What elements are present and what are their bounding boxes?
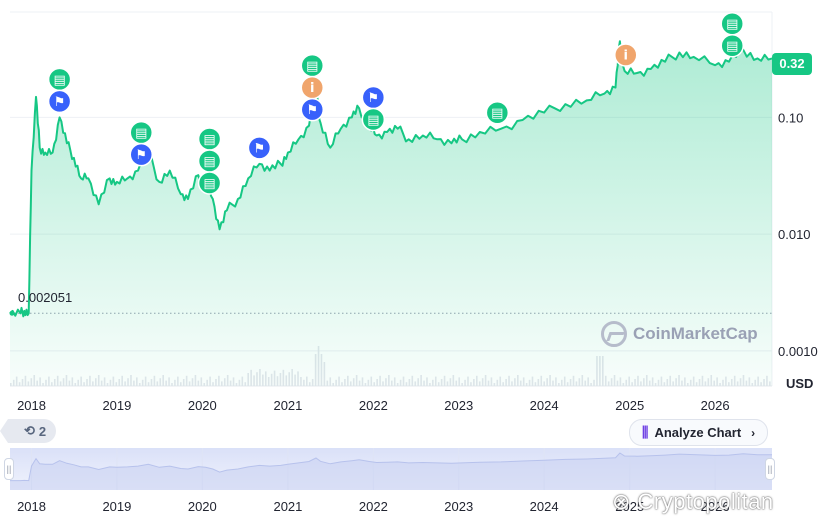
flag-event-icon [247,136,272,160]
navigator-left-handle[interactable]: || [4,458,14,480]
doc-event-glyph: ▤ [726,17,738,32]
doc-event-glyph: ▤ [726,39,738,54]
info-event-glyph: i [624,48,628,63]
current-price-label: 0.32 [772,53,812,75]
x-tick-label: 2025 [615,398,644,413]
navigator-tick-label: 2026 [701,499,730,514]
info-event-icon [614,43,638,67]
doc-event-glyph: ▤ [135,126,147,141]
doc-event-icon [361,107,386,132]
doc-event-glyph: ▤ [203,133,215,148]
flag-event-glyph: ⚑ [306,103,318,118]
watermark: CoinMarketCap [601,321,758,347]
flag-event-glyph: ⚑ [135,148,147,163]
flag-event-icon [300,97,325,122]
navigator-tick-label: 2023 [444,499,473,514]
price-area-fill [10,41,772,386]
range-navigator[interactable] [10,448,772,490]
info-event-glyph: i [310,81,314,96]
history-icon: ⟲ [24,423,35,438]
navigator-ticks: 2018 2019 2020 2021 2022 2023 2024 2025 2026 [17,499,730,514]
y-tick-label: 0.0010 [778,344,818,359]
history-button[interactable]: ⟲ 2 [0,419,57,443]
x-tick-label: 2020 [188,398,217,413]
navigator-area [10,453,772,490]
doc-event-icon [485,100,510,125]
analyze-chart-label: Analyze Chart [654,425,742,440]
flag-event-glyph: ⚑ [254,141,266,156]
navigator-tick-label: 2022 [359,499,388,514]
navigator-tick-label: 2018 [17,499,46,514]
navigator-tick-label: 2020 [188,499,217,514]
currency-label: USD [786,376,814,391]
navigator-tick-label: 2024 [530,499,559,514]
flag-event-glyph: ⚑ [54,95,66,110]
start-point [9,310,15,316]
credit-watermark: ⊗ Cryptopolitan [612,489,774,514]
watermark-text: CoinMarketCap [633,324,758,343]
y-tick-label: 0.10 [778,110,803,125]
flag-event-glyph: ⚑ [368,91,380,106]
navigator-tick-label: 2021 [273,499,302,514]
doc-event-glyph: ▤ [491,106,503,121]
x-tick-label: 2021 [273,398,302,413]
x-tick-label: 2026 [701,398,730,413]
x-axis-ticks: 2018 2019 2020 2021 2022 2023 2024 2025 2026 [17,398,730,413]
flag-event-icon [129,142,154,167]
chevron-right-icon: › [751,425,756,440]
coinmarketcap-logo-icon [601,321,627,347]
history-count: 2 [38,423,47,439]
price-line-path [9,40,773,318]
start-price-label: 0.002051 [18,290,73,305]
event-markers: ▤ ⚑ ▤ ⚑ ▤ ▤ ▤ ⚑ ▤ i ⚑ ⚑ ▤ ▤ i ▤ ▤ [47,11,744,195]
x-tick-label: 2019 [102,398,131,413]
price-line [9,40,773,318]
price-area [10,41,772,386]
doc-event-glyph: ▤ [203,155,215,170]
doc-event-glyph: ▤ [306,59,318,74]
navigator-line [10,452,772,482]
doc-event-icon [197,171,222,195]
doc-event-icon [720,33,744,58]
y-tick-label: 0.010 [778,227,811,242]
y-axis-ticks: 0.10 0.010 0.0010 [778,110,818,358]
candlestick-icon: ⫼ [642,424,649,440]
x-tick-label: 2023 [444,398,473,413]
navigator-right-handle[interactable]: || [765,458,775,480]
doc-event-glyph: ▤ [203,177,215,192]
x-tick-label: 2024 [530,398,559,413]
doc-event-glyph: ▤ [367,113,379,128]
doc-event-glyph: ▤ [53,73,65,88]
navigator-tick-label: 2019 [102,499,131,514]
x-tick-label: 2018 [17,398,46,413]
analyze-chart-button[interactable]: ⫼ Analyze Chart › [629,419,769,446]
navigator-tick-label: 2025 [615,499,644,514]
x-tick-label: 2022 [359,398,388,413]
flag-event-icon [47,89,72,114]
